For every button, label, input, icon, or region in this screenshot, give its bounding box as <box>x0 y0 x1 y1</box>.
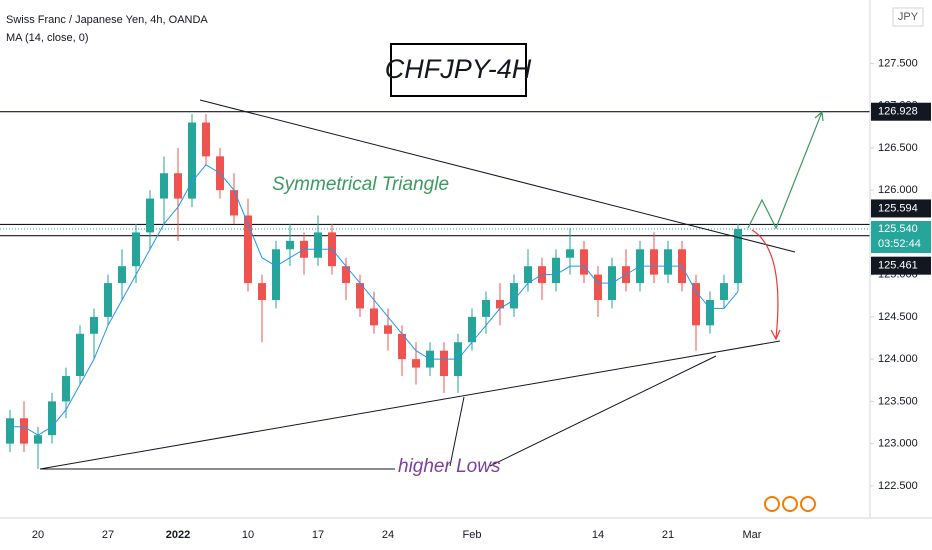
candle-body <box>90 316 98 334</box>
candle-body <box>230 190 238 216</box>
x-tick-label: Feb <box>463 529 482 541</box>
lower-trendline <box>39 340 781 470</box>
level-label: 126.928 <box>878 106 918 118</box>
candle-body <box>524 266 532 284</box>
currency-label: JPY <box>898 11 919 23</box>
x-tick-label: 17 <box>312 529 324 541</box>
x-tick-label: Mar <box>743 529 762 541</box>
x-tick-label: 21 <box>662 529 674 541</box>
y-tick-label: 124.500 <box>878 311 918 323</box>
candle-body <box>272 249 280 300</box>
annotation: higher Lows <box>398 456 501 477</box>
symbol-title: Swiss Franc / Japanese Yen, 4h, OANDA <box>6 14 208 26</box>
y-tick-label: 126.000 <box>878 184 918 196</box>
candle-body <box>482 299 490 317</box>
candle-body <box>384 325 392 334</box>
candle-body <box>398 333 406 360</box>
candle-body <box>664 249 672 275</box>
candle-body <box>370 308 378 326</box>
plot-area <box>0 111 870 469</box>
x-tick-label: 20 <box>32 529 44 541</box>
bullish-projection <box>747 111 823 230</box>
candle-body <box>146 198 154 233</box>
candle-body <box>202 122 210 157</box>
pointer-line <box>449 396 465 467</box>
candle-body <box>34 435 42 444</box>
level-label: 125.461 <box>878 260 918 272</box>
indicator-label: MA (14, close, 0) <box>6 32 89 44</box>
y-tick-label: 123.500 <box>878 395 918 407</box>
candle-body <box>566 249 574 258</box>
candle-body <box>174 173 182 199</box>
candle-body <box>356 283 364 309</box>
candle-body <box>244 215 252 284</box>
x-tick-label: 2022 <box>166 529 190 541</box>
candle-body <box>188 122 196 199</box>
candle-body <box>286 240 294 250</box>
last-price-box <box>871 221 931 254</box>
ma-line <box>10 164 739 436</box>
x-tick-label: 24 <box>382 529 394 541</box>
candle-body <box>580 249 588 275</box>
heading-box <box>390 43 527 97</box>
y-tick-label: 127.500 <box>878 57 918 69</box>
annotation: Symmetrical Triangle <box>272 174 449 195</box>
arrow-head <box>770 329 781 341</box>
upper-trendline <box>199 99 796 253</box>
level-label-box <box>871 256 931 275</box>
x-tick-label: 27 <box>102 529 114 541</box>
candle-body <box>118 266 126 284</box>
candle-body <box>734 229 742 284</box>
candle-body <box>48 401 56 436</box>
x-tick-label: 10 <box>242 529 254 541</box>
currency-box <box>892 7 924 27</box>
candle-body <box>104 283 112 317</box>
candle-body <box>342 266 350 284</box>
candle-body <box>720 283 728 300</box>
y-tick-label: 122.500 <box>878 480 918 492</box>
candle-body <box>650 249 658 275</box>
arrow-head <box>814 110 824 122</box>
countdown: 03:52:44 <box>878 238 921 250</box>
pointer-line <box>489 355 717 467</box>
candle-body <box>440 350 448 377</box>
candle-body <box>594 274 602 300</box>
candle-body <box>258 283 266 300</box>
candle-body <box>314 232 322 258</box>
bearish-projection <box>751 229 779 339</box>
candle-body <box>468 316 476 343</box>
x-tick-label: 14 <box>592 529 604 541</box>
level-label-box <box>871 102 931 121</box>
candle-body <box>412 359 420 368</box>
candle-body <box>62 376 70 402</box>
y-tick-label: 123.000 <box>878 438 918 450</box>
candle-body <box>510 283 518 309</box>
candle-body <box>160 173 168 199</box>
candle-body <box>552 257 560 284</box>
y-tick-label: 126.500 <box>878 142 918 154</box>
candle-body <box>496 299 504 309</box>
level-label-box <box>871 199 931 218</box>
candle-body <box>6 418 14 444</box>
candle-body <box>706 299 714 326</box>
candle-body <box>76 333 84 377</box>
y-tick-label: 124.000 <box>878 353 918 365</box>
candle-body <box>20 418 28 444</box>
level-label: 125.594 <box>878 202 918 214</box>
candle-body <box>692 283 700 326</box>
drawings <box>39 99 824 470</box>
candle-body <box>132 232 140 267</box>
last-price-label: 125.540 <box>878 223 918 235</box>
replay-icon <box>764 496 816 512</box>
heading: CHFJPY-4H <box>385 54 532 84</box>
